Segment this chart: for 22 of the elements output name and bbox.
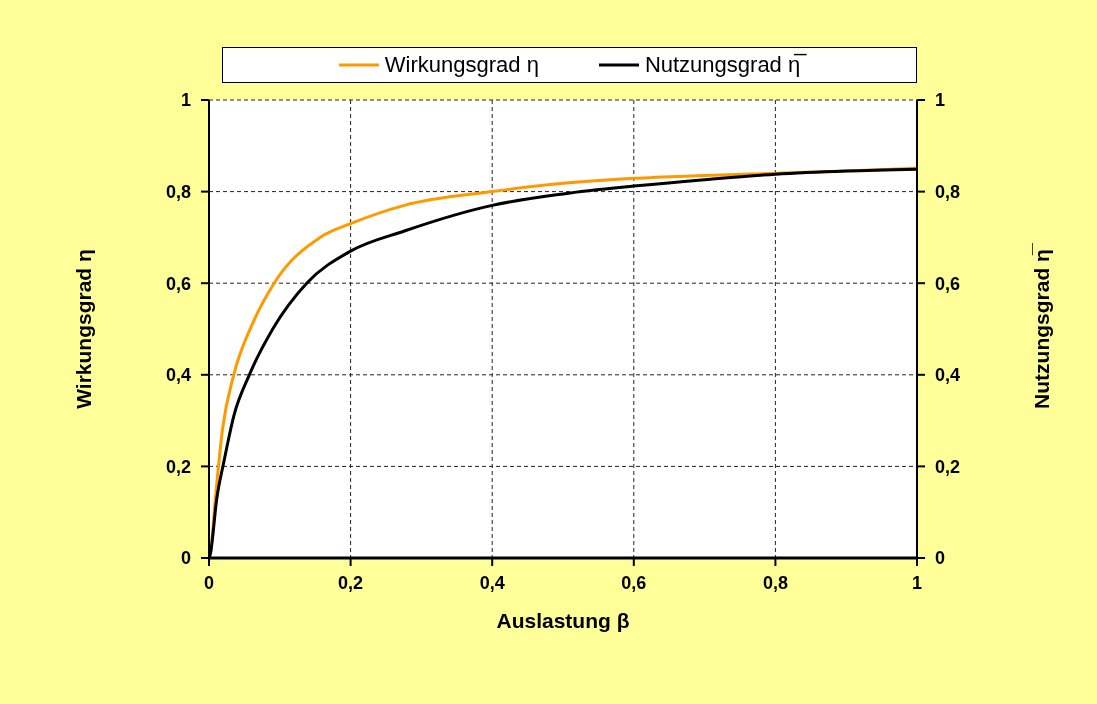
y2-axis-title: Nutzungsgrad η̅ xyxy=(1030,243,1054,409)
y2-tick-label: 0,8 xyxy=(935,181,961,202)
legend-label: Wirkungsgrad η xyxy=(384,52,539,78)
y-tick-label: 0,8 xyxy=(165,181,191,202)
y2-tick-label: 0 xyxy=(935,548,946,569)
y2-tick-label: 1 xyxy=(935,90,946,111)
y2-tick-label: 0,2 xyxy=(935,456,961,477)
y-axis-title: Wirkungsgrad η xyxy=(72,249,96,409)
y-tick-label: 0,6 xyxy=(165,273,191,294)
x-tick-label: 0 xyxy=(203,572,215,593)
y2-tick-label: 0,6 xyxy=(935,273,961,294)
y2-tick-label: 0,4 xyxy=(935,365,961,386)
y-tick-label: 1 xyxy=(180,90,191,111)
x-tick-label: 1 xyxy=(911,572,923,593)
x-tick-label: 0,6 xyxy=(621,572,647,593)
x-tick-label: 0,2 xyxy=(338,572,364,593)
x-tick-label: 0,4 xyxy=(479,572,505,593)
y-tick-label: 0,4 xyxy=(165,365,191,386)
y-tick-label: 0,2 xyxy=(165,456,191,477)
x-tick-label: 0,8 xyxy=(762,572,788,593)
y-tick-label: 0 xyxy=(180,548,191,569)
x-axis-title: Auslastung β xyxy=(496,609,630,632)
